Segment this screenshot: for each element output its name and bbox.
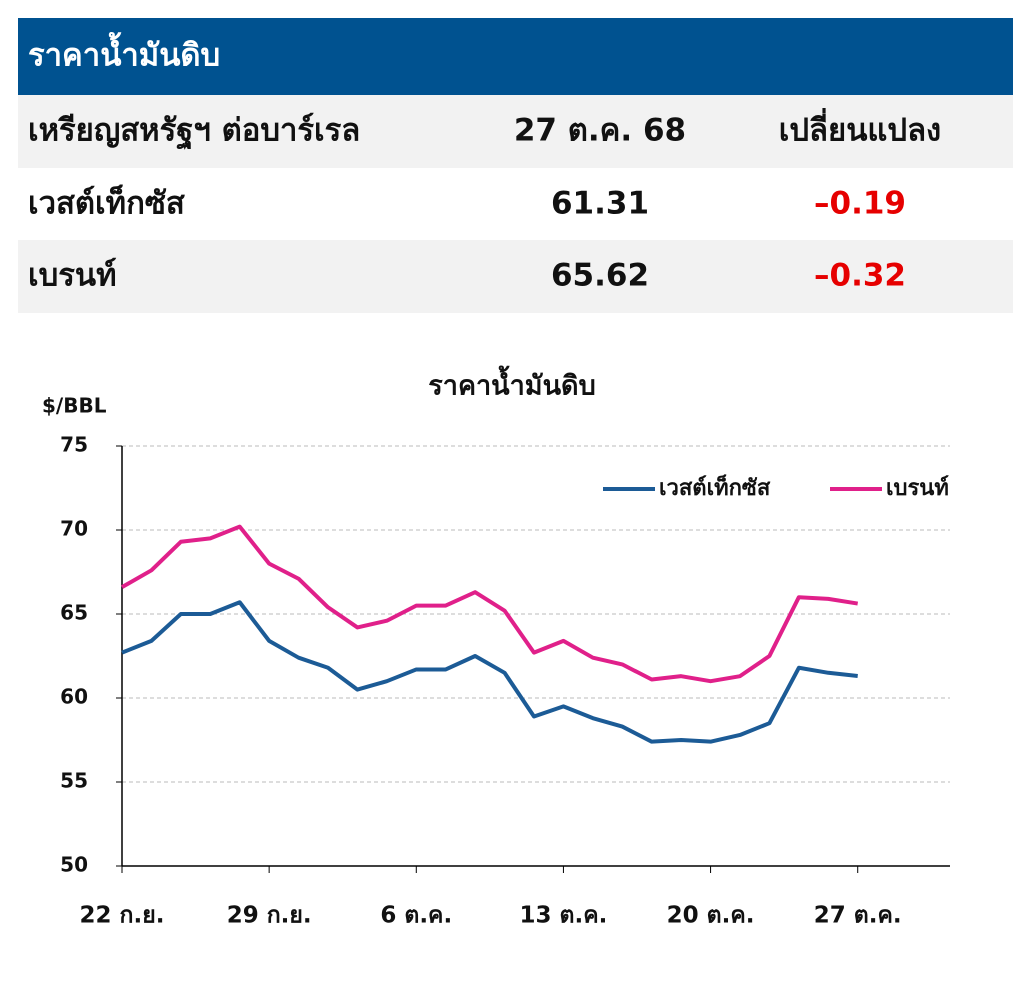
change: –0.19 [814, 186, 906, 222]
y-tick-label: 75 [60, 433, 88, 457]
y-tick-label: 50 [60, 853, 88, 877]
header-bar [18, 18, 1013, 95]
series-line [121, 524, 859, 684]
row-label: เบรนท์ [28, 258, 117, 294]
x-tick-label: 29 ก.ย. [227, 903, 312, 929]
y-axis-label: $/BBL [42, 394, 107, 418]
price: 61.31 [551, 186, 649, 222]
legend-label: เวสต์เท็กซัส [659, 473, 771, 501]
price: 65.62 [551, 258, 649, 294]
y-tick-label: 65 [60, 601, 88, 625]
legend-label: เบรนท์ [886, 475, 949, 501]
row-bg [18, 240, 1013, 313]
series-line [121, 600, 858, 744]
x-tick-label: 6 ต.ค. [380, 903, 452, 929]
y-tick-label: 55 [60, 769, 88, 793]
row-label: เวสต์เท็กซัส [28, 184, 185, 222]
y-tick-label: 70 [60, 517, 88, 541]
chart-title: ราคาน้ำมันดิบ [428, 365, 595, 402]
x-tick-label: 27 ต.ค. [814, 903, 902, 929]
x-tick-label: 20 ต.ค. [667, 903, 755, 929]
x-tick-label: 13 ต.ค. [520, 903, 608, 929]
column-header: 27 ต.ค. 68 [514, 113, 686, 149]
y-tick-label: 60 [60, 685, 88, 709]
column-header: เปลี่ยนแปลง [779, 108, 941, 149]
change: –0.32 [814, 258, 906, 294]
x-tick-label: 22 ก.ย. [80, 903, 165, 929]
column-header: เหรียญสหรัฐฯ ต่อบาร์เรล [28, 113, 360, 151]
header-title: ราคาน้ำมันดิบ [28, 32, 220, 74]
row-bg [18, 95, 1013, 168]
